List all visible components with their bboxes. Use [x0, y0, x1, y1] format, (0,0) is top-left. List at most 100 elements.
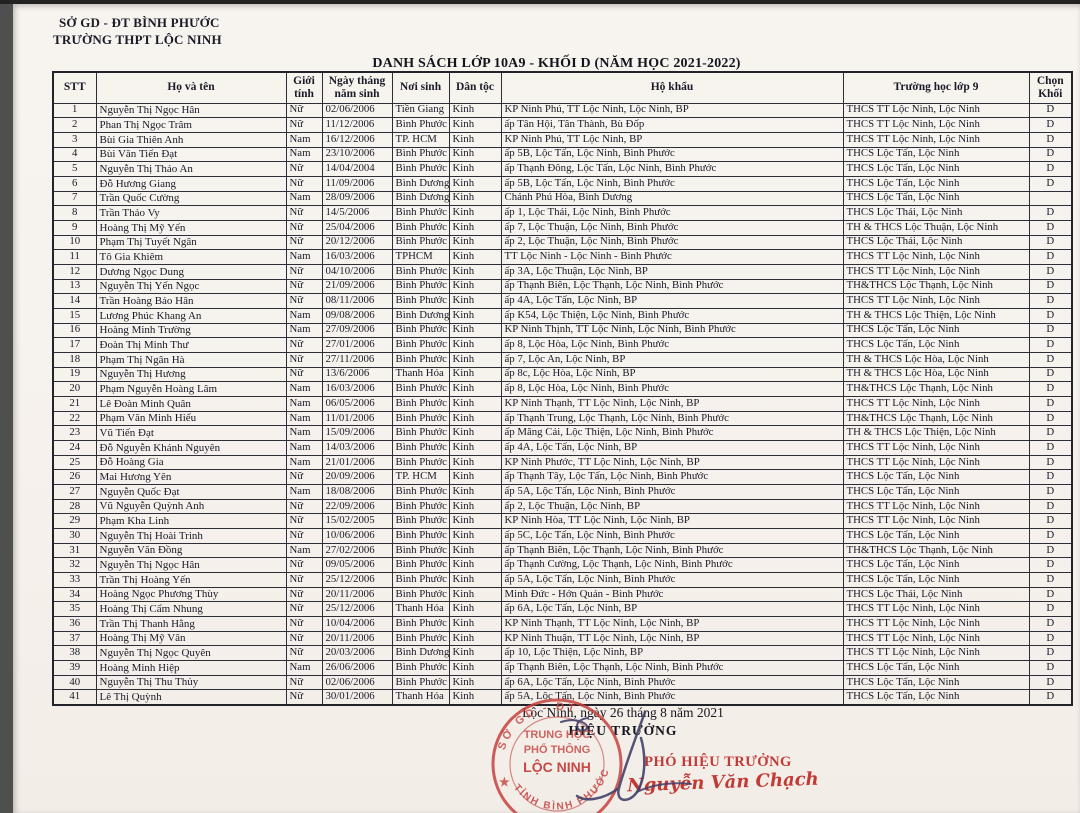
cell-birthplace: Bình Phước [391, 146, 450, 163]
cell-school: TH & THCS Lộc Hòa, Lộc Ninh [842, 366, 1030, 383]
header-gender: Giới tính [285, 71, 323, 104]
table-row: 3 Bùi Gia Thiên Anh Nam 16/12/2006 TP. HCM Ki… [52, 131, 1073, 148]
cell-address: ấp Thạnh Biên, Lộc Thạnh, Lộc Ninh, Bình… [500, 278, 844, 295]
cell-ethnicity: Kinh [448, 307, 502, 324]
cell-gender: Nữ [285, 601, 323, 618]
cell-address: ấp 3A, Lộc Thuận, Lộc Ninh, BP [500, 263, 844, 280]
table-row: 18 Phạm Thị Ngân Hà Nữ 27/11/2006 Bình Phước… [52, 351, 1073, 368]
cell-block: D [1028, 337, 1073, 353]
cell-birthplace: Bình Dương [391, 307, 450, 324]
cell-gender: Nữ [285, 117, 323, 133]
cell-address: ấp 4A, Lộc Tấn, Lộc Ninh, BP [500, 293, 844, 309]
cell-ethnicity: Kinh [448, 513, 502, 529]
cell-school: THCS TT Lộc Ninh, Lộc Ninh [842, 117, 1030, 133]
cell-stt: 6 [52, 175, 97, 192]
table-row: 12 Dương Ngọc Dung Nữ 04/10/2006 Bình Phước K… [52, 263, 1073, 280]
cell-name: Nguyễn Thị Yến Ngọc [95, 278, 287, 295]
table-row: 15 Lương Phúc Khang An Nam 09/08/2006 Bình D… [52, 307, 1073, 324]
cell-stt: 11 [52, 249, 97, 265]
cell-school: THCS TT Lộc Ninh, Lộc Ninh [842, 645, 1030, 662]
cell-name: Hoàng Thị Mỹ Yến [95, 219, 287, 236]
table-row: 22 Phạm Văn Minh Hiếu Nam 11/01/2006 Bình Ph… [52, 410, 1073, 427]
cell-birthplace: Bình Phước [391, 439, 450, 456]
cell-block: D [1028, 513, 1073, 529]
table-row: 1 Nguyễn Thị Ngọc Hân Nữ 02/06/2006 Tiền Gia… [52, 102, 1073, 119]
table-row: 24 Đỗ Nguyễn Khánh Nguyên Nam 14/03/2006 Bìn… [52, 439, 1073, 456]
cell-birthplace: Bình Phước [391, 586, 450, 603]
cell-birthplace: Bình Phước [391, 572, 450, 588]
table-row: 41 Lê Thị Quỳnh Nữ 30/01/2006 Thanh Hóa Kinh ấ… [52, 689, 1073, 706]
cell-gender: Nữ [285, 234, 323, 251]
cell-block: D [1028, 205, 1073, 221]
cell-name: Trần Hoàng Bảo Hân [95, 293, 287, 309]
cell-address: KP Ninh Phú, TT Lộc Ninh, Lộc Ninh, BP [500, 102, 844, 119]
cell-gender: Nữ [285, 498, 323, 515]
cell-gender: Nam [285, 249, 323, 265]
cell-address: ấp Thạnh Trung, Lộc Thạnh, Lộc Ninh, Bìn… [500, 410, 844, 427]
cell-birthplace: Bình Phước [391, 337, 450, 353]
cell-birthplace: Thanh Hóa [391, 366, 450, 383]
header-birthplace: Nơi sinh [391, 71, 450, 104]
cell-gender: Nữ [285, 630, 323, 647]
cell-name: Trần Thị Hoàng Yến [95, 572, 287, 588]
cell-address: ấp Thạnh Tây, Lộc Tấn, Lộc Ninh, Bình Ph… [500, 469, 844, 485]
cell-name: Mai Hương Yên [95, 469, 287, 485]
table-row: 38 Nguyễn Thị Ngọc Quyên Nữ 20/03/2006 Bình … [52, 645, 1073, 662]
cell-dob: 11/09/2006 [321, 175, 393, 192]
cell-address: ấp 7, Lộc An, Lộc Ninh, BP [500, 351, 844, 368]
cell-name: Phạm Kha Linh [95, 513, 287, 529]
cell-dob: 14/5/2006 [321, 205, 393, 221]
table-row: 5 Nguyễn Thị Thảo An Nữ 14/04/2004 Bình Phướ… [52, 161, 1073, 177]
cell-block: D [1028, 278, 1073, 295]
cell-stt: 26 [52, 469, 97, 485]
table-row: 31 Nguyễn Văn Đồng Nam 27/02/2006 Bình Phước… [52, 542, 1073, 559]
table-row: 20 Phạm Nguyễn Hoàng Lâm Nam 16/03/2006 Bình… [52, 381, 1073, 397]
cell-dob: 09/08/2006 [321, 307, 393, 324]
cell-gender: Nữ [285, 102, 323, 119]
cell-block: D [1028, 219, 1073, 236]
cell-address: TT Lộc Ninh - Lộc Ninh - Bình Phước [500, 249, 844, 265]
cell-birthplace: TPHCM [391, 249, 450, 265]
cell-gender: Nam [285, 131, 323, 148]
cell-block: D [1028, 131, 1073, 148]
cell-birthplace: TP. HCM [391, 469, 450, 485]
cell-dob: 14/03/2006 [321, 439, 393, 456]
cell-block: D [1028, 498, 1073, 515]
header-dob: Ngày tháng năm sinh [321, 71, 393, 104]
cell-address: ấp 5A, Lộc Tấn, Lộc Ninh, Bình Phước [500, 689, 844, 706]
cell-ethnicity: Kinh [448, 469, 502, 485]
cell-ethnicity: Kinh [448, 674, 502, 691]
cell-block: D [1028, 660, 1073, 676]
cell-block: D [1028, 425, 1073, 441]
cell-block: D [1028, 572, 1073, 588]
cell-ethnicity: Kinh [448, 498, 502, 515]
cell-stt: 8 [52, 205, 97, 221]
cell-gender: Nữ [285, 469, 323, 485]
cell-school: TH&THCS Lộc Thạnh, Lộc Ninh [842, 381, 1030, 397]
cell-ethnicity: Kinh [448, 146, 502, 163]
cell-block: D [1028, 161, 1073, 177]
cell-birthplace: Bình Phước [391, 425, 450, 441]
cell-name: Nguyễn Quốc Đạt [95, 483, 287, 500]
cell-name: Trần Thảo Vy [95, 205, 287, 221]
cell-stt: 38 [52, 645, 97, 662]
table-row: 6 Đỗ Hương Giang Nữ 11/09/2006 Bình Dương Kin… [52, 175, 1073, 192]
cell-birthplace: Bình Phước [391, 234, 450, 251]
cell-gender: Nam [285, 146, 323, 163]
cell-gender: Nữ [285, 278, 323, 295]
cell-school: THCS Lộc Tấn, Lộc Ninh [842, 527, 1030, 544]
cell-block: D [1028, 307, 1073, 324]
cell-name: Hoàng Minh Trường [95, 322, 287, 339]
cell-birthplace: Bình Phước [391, 293, 450, 309]
cell-birthplace: Bình Phước [391, 616, 450, 632]
cell-gender: Nam [285, 410, 323, 427]
cell-block: D [1028, 249, 1073, 265]
cell-address: ấp 10, Lộc Thiện, Lộc Ninh, BP [500, 645, 844, 662]
cell-ethnicity: Kinh [448, 278, 502, 295]
cell-birthplace: Bình Phước [391, 542, 450, 559]
cell-block: D [1028, 645, 1073, 662]
school-stamp: SỞ GD - ĐT TỈNH BÌNH PHƯỚC TRUNG HỌC PHỔ… [491, 698, 623, 813]
cell-name: Hoàng Thị Mỹ Vân [95, 630, 287, 647]
cell-address: ấp Tân Hội, Tân Thành, Bù Đốp [500, 117, 844, 133]
cell-school: TH&THCS Lộc Thạnh, Lộc Ninh [842, 542, 1030, 559]
